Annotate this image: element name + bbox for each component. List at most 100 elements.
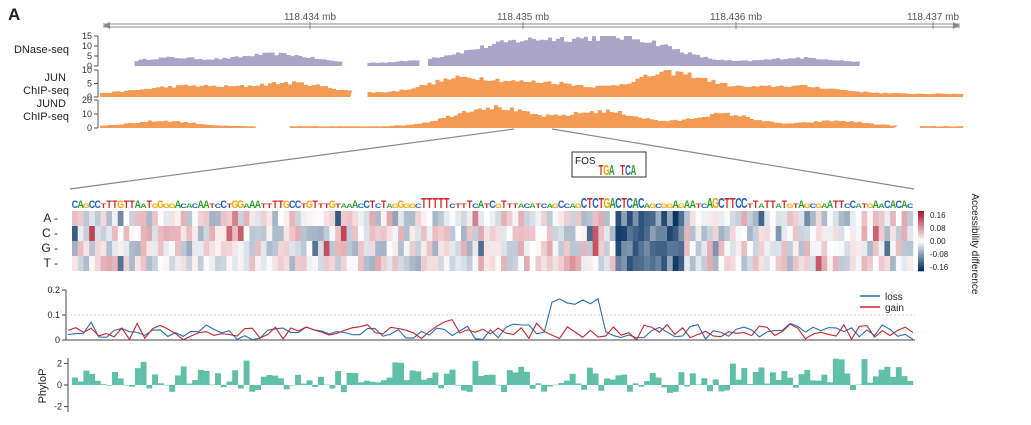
heatmap-cell (684, 211, 691, 226)
heatmap-row-label: T - (44, 256, 58, 270)
logo-letter: C (89, 199, 96, 211)
heatmap-cell (661, 241, 668, 256)
heatmap-cell (861, 226, 868, 241)
track-label-jund-line1: JUND (37, 98, 66, 110)
phylop-bar (226, 381, 233, 385)
heatmap-cell (466, 241, 473, 256)
logo-letter: T (112, 199, 118, 211)
colorbar-cell (918, 211, 924, 214)
phylop-bar (832, 358, 839, 385)
colorbar-cell (918, 263, 924, 266)
phylop-bar (781, 371, 788, 385)
phylop-bar (466, 385, 473, 392)
heatmap-cell (358, 226, 365, 241)
logo-letter: C (627, 195, 634, 212)
motif-letter: G (603, 163, 609, 179)
heatmap-cell (609, 256, 616, 271)
heatmap-cell (575, 211, 582, 226)
logo-letter: C (541, 202, 548, 210)
heatmap-cell (117, 226, 124, 241)
heatmap-cell (398, 256, 405, 271)
colorbar-cell (918, 235, 924, 238)
heatmap-cell (426, 241, 433, 256)
heatmap-cell (272, 211, 279, 226)
heatmap-cell (192, 211, 199, 226)
heatmap-cell (466, 226, 473, 241)
logo-letter: G (283, 199, 290, 211)
heatmap-cell (581, 256, 588, 271)
logo-letter: A (518, 202, 525, 210)
heatmap-cell (512, 226, 519, 241)
heatmap-cell (626, 226, 633, 241)
logo-letter: G (661, 202, 668, 210)
colorbar-cell (918, 267, 924, 270)
heatmap-cell (638, 226, 645, 241)
heatmap-cell (506, 241, 513, 256)
heatmap-cell (346, 226, 353, 241)
logo-letter: G (157, 199, 164, 211)
heatmap-cell (266, 226, 273, 241)
heatmap-cell (792, 211, 799, 226)
heatmap-cell (838, 241, 845, 256)
logo-letter: G (163, 202, 170, 210)
heatmap-cell (707, 256, 714, 271)
heatmap-cell (369, 256, 376, 271)
logo-letter: A (890, 199, 897, 211)
track-signal (134, 52, 343, 66)
heatmap-cell (586, 226, 593, 241)
heatmap-cell (163, 256, 170, 271)
heatmap-cell (117, 211, 124, 226)
heatmap-cell (283, 211, 290, 226)
heatmap-cell (890, 211, 897, 226)
heatmap-cell (461, 256, 468, 271)
phylop-bar (100, 384, 107, 385)
legend: loss gain (860, 292, 904, 314)
logo-letter: T (862, 202, 868, 210)
axis-tick-label: 118.437 mb (907, 12, 960, 23)
heatmap-cell (186, 226, 193, 241)
heatmap-cell (203, 241, 210, 256)
heatmap-cell (323, 211, 330, 226)
heatmap-cell (100, 226, 107, 241)
heatmap-cell (123, 256, 130, 271)
colorbar-tick-label: 0.08 (930, 224, 946, 233)
phylop-bar (174, 375, 181, 385)
logo-letter: T (335, 202, 341, 210)
heatmap-cell (232, 256, 239, 271)
heatmap-cell (844, 211, 851, 226)
logo-letter: T (598, 195, 604, 212)
phylop-bar (203, 370, 210, 385)
heatmap-cell (415, 256, 422, 271)
heatmap-cell (249, 226, 256, 241)
heatmap-cell (895, 211, 902, 226)
phylop-bar (461, 385, 467, 391)
heatmap-row-labels: A -C -G -T - (41, 211, 58, 270)
heatmap-cell (575, 226, 582, 241)
heatmap-cell (569, 211, 576, 226)
phylop-bar (632, 383, 639, 385)
heatmap-cell (478, 241, 485, 256)
logo-letter: A (529, 202, 536, 210)
phylop-bar (380, 380, 387, 385)
motif-letter: T (620, 163, 625, 179)
phylop-bar (483, 374, 490, 385)
heatmap-cell (455, 256, 462, 271)
heatmap-cell (432, 241, 439, 256)
heatmap-cell (495, 241, 502, 256)
heatmap-cell (546, 226, 553, 241)
logo-letter: C (655, 202, 662, 210)
heatmap-cell (380, 241, 387, 256)
logo-letter: C (718, 195, 725, 212)
heatmap-cell (380, 256, 387, 271)
heatmap-cell (535, 226, 542, 241)
heatmap-cell (283, 241, 290, 256)
heatmap-cell (901, 211, 908, 226)
heatmap-cell (558, 241, 565, 256)
phylop-bar (260, 376, 267, 385)
heatmap-cell (615, 226, 622, 241)
heatmap-cell (94, 226, 101, 241)
heatmap-cell (152, 211, 159, 226)
heatmap-cell (872, 226, 879, 241)
heatmap-cell (72, 226, 79, 241)
